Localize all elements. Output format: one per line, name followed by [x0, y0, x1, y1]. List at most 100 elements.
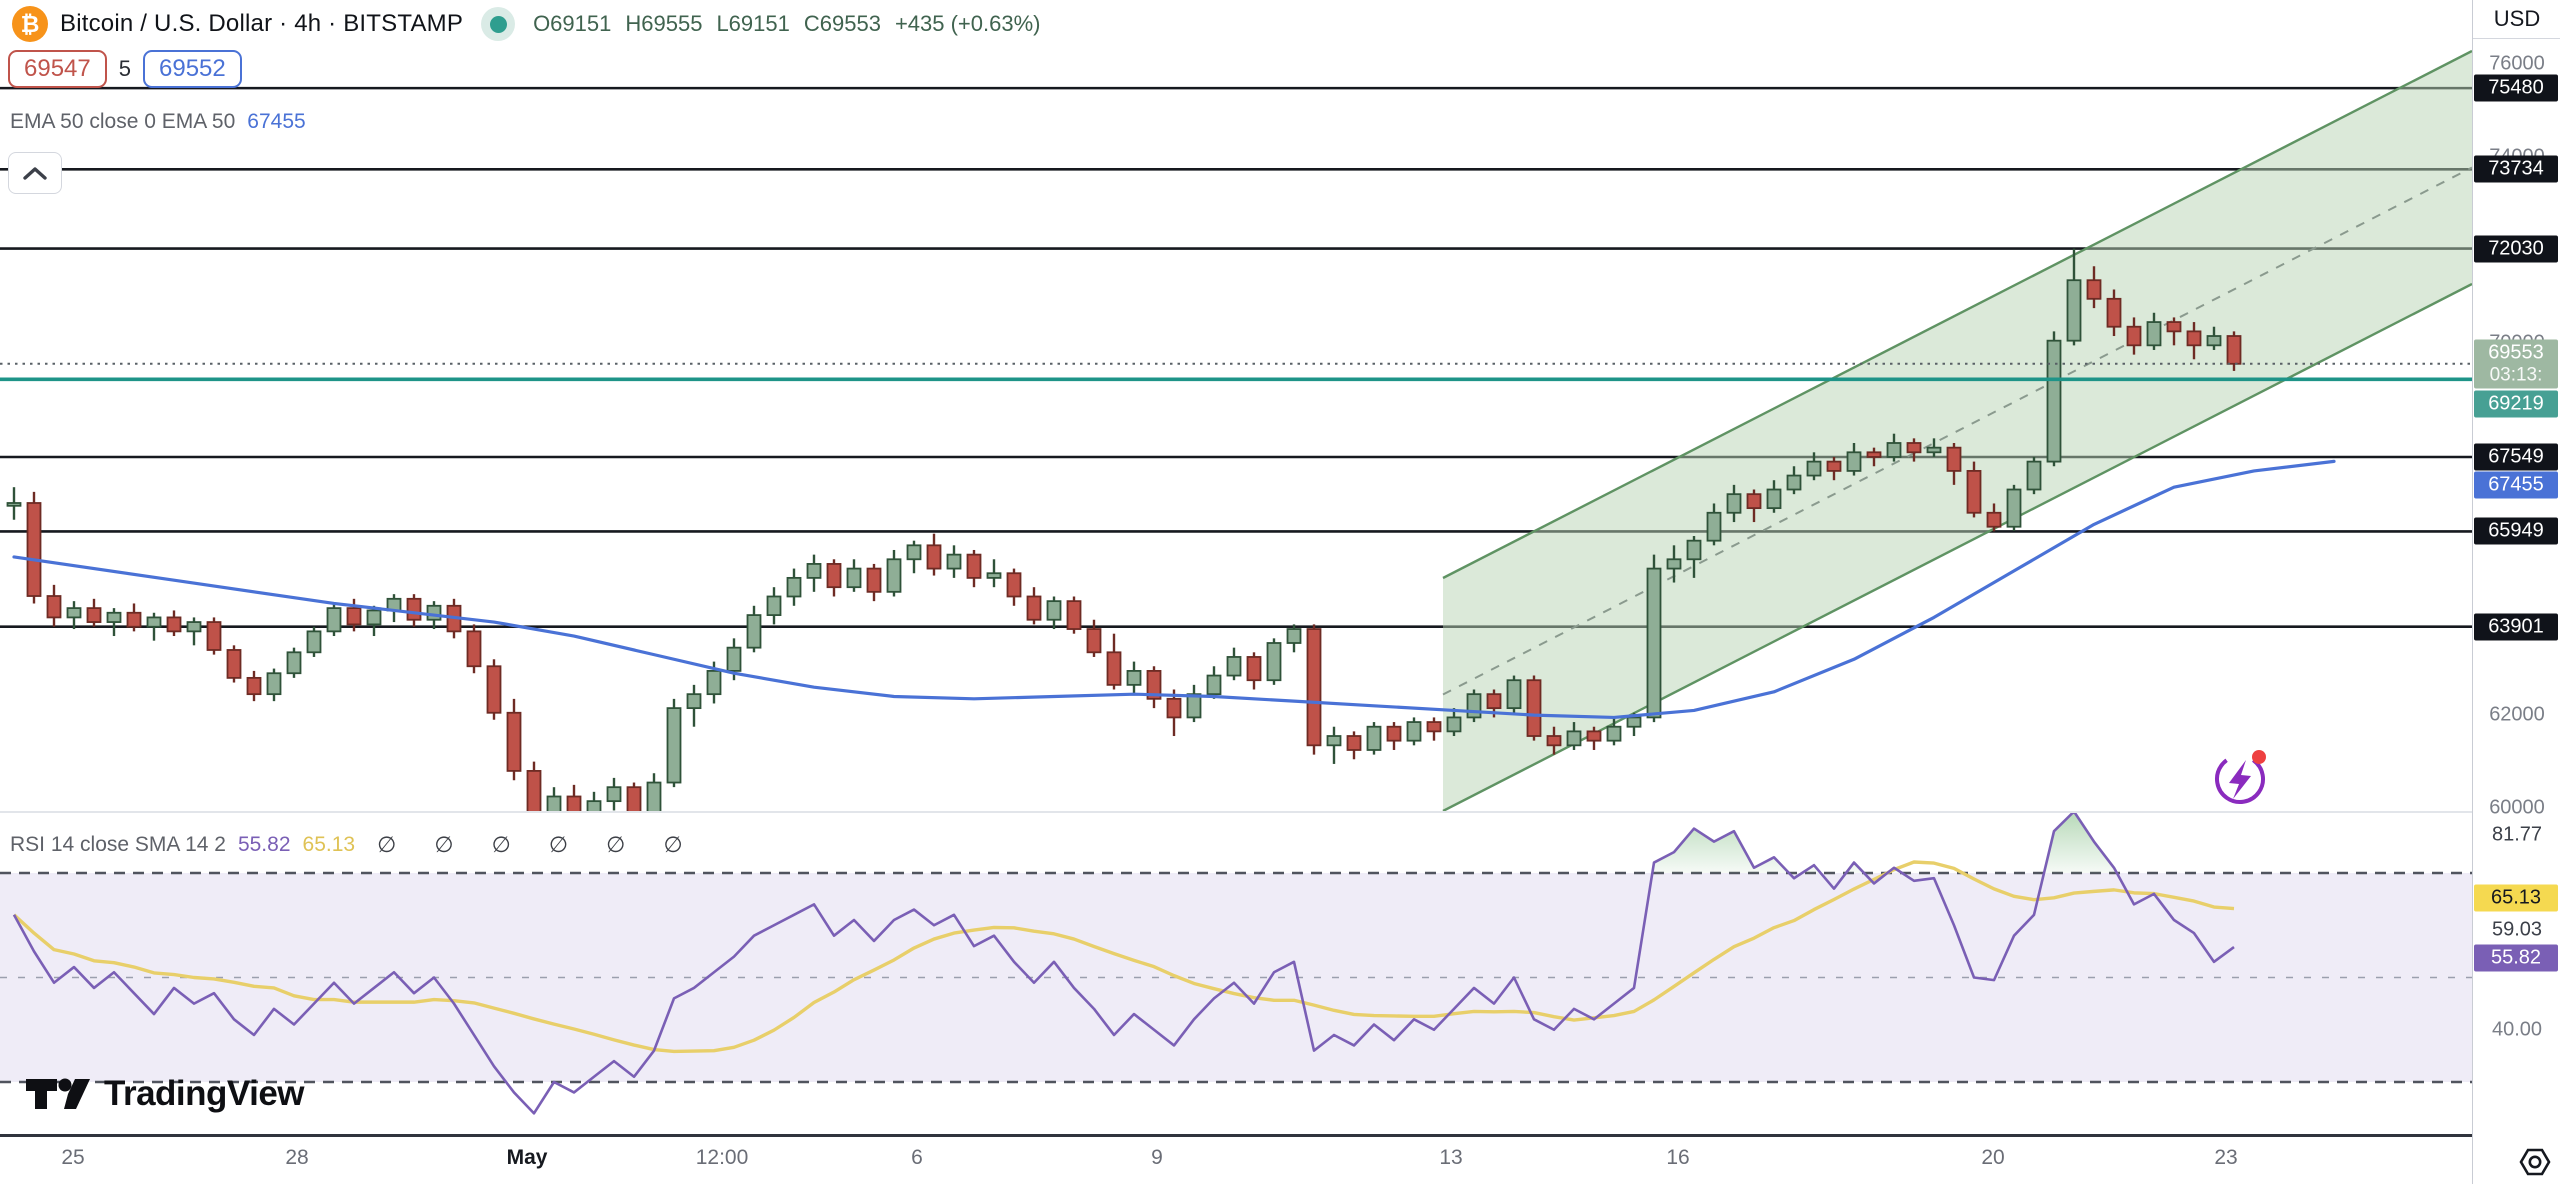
axis-tick-label: 60000 — [2489, 796, 2545, 819]
candle-body — [1686, 539, 1702, 561]
currency-label[interactable]: USD — [2473, 0, 2560, 39]
candle-body — [746, 614, 762, 649]
rsi-band-fill — [0, 873, 2472, 1082]
market-open-dot — [489, 15, 507, 33]
bitcoin-icon: ₿ — [12, 6, 48, 42]
axis-tick-label: 62000 — [2489, 703, 2545, 726]
ohlc-close: C69553 — [803, 11, 881, 36]
rsi-pane — [0, 812, 2472, 1115]
rsi-hidden-values: ∅ ∅ ∅ ∅ ∅ ∅ — [377, 832, 699, 857]
collapse-pane-button[interactable] — [8, 152, 62, 194]
candle-body — [326, 607, 342, 633]
symbol-title[interactable]: Bitcoin / U.S. Dollar · 4h · BITSTAMP — [60, 10, 464, 37]
market-status-icon[interactable] — [481, 7, 516, 41]
chevron-up-icon — [23, 167, 47, 180]
candle-body — [1306, 628, 1322, 747]
candle-body — [586, 800, 602, 812]
quote-row: 69547 5 69552 — [8, 50, 242, 88]
rsi-axis-label: 55.82 — [2474, 944, 2558, 972]
candle-body — [846, 567, 862, 589]
rsi-axis-label: 65.13 — [2474, 884, 2558, 912]
sell-button[interactable]: 69547 — [8, 50, 107, 88]
candle-body — [806, 563, 822, 579]
chart-canvas[interactable] — [0, 0, 2472, 1184]
ohlc-low: L69151 — [716, 11, 790, 36]
candle-body — [1626, 716, 1642, 728]
candle-body — [566, 795, 582, 812]
price-axis-badge: 65949 — [2474, 517, 2558, 545]
candle-body — [666, 707, 682, 784]
candle-body — [1406, 721, 1422, 742]
candle-body — [646, 781, 662, 812]
candle-body — [1366, 725, 1382, 751]
candle-body — [2226, 335, 2242, 365]
candle-body — [346, 607, 362, 626]
candle-body — [66, 607, 82, 619]
candle-body — [1146, 670, 1162, 700]
price-axis[interactable]: USD 760007400070000620006000075480737347… — [2472, 0, 2560, 1184]
candle-body — [1886, 442, 1902, 458]
candle-body — [766, 595, 782, 616]
spread-value: 5 — [118, 56, 131, 81]
rsi-legend-label: RSI 14 close SMA 14 2 — [10, 833, 226, 856]
candle-body — [1266, 642, 1282, 682]
ohlc-readout: O69151 H69555 L69151 C69553 +435 (+0.63%… — [533, 11, 1040, 37]
candle-body — [1326, 735, 1342, 747]
candle-body — [1206, 674, 1222, 696]
candle-body — [86, 607, 102, 623]
time-axis-label: 20 — [1981, 1146, 2005, 1169]
candle-body — [1866, 451, 1882, 458]
candle-body — [2046, 339, 2062, 463]
candle-body — [2206, 335, 2222, 347]
candle-body — [266, 672, 282, 696]
candle-body — [406, 597, 422, 621]
flash-event-icon[interactable] — [2208, 747, 2272, 811]
candle-body — [1426, 721, 1442, 733]
candle-body — [1566, 730, 1582, 747]
candle-body — [1226, 656, 1242, 677]
rsi-axis-label: 59.03 — [2491, 918, 2543, 941]
candle-body — [2166, 321, 2182, 333]
candle-body — [986, 572, 1002, 579]
buy-button[interactable]: 69552 — [143, 50, 242, 88]
candle-body — [1446, 716, 1462, 733]
time-axis-label: 16 — [1666, 1146, 1690, 1169]
candle-body — [906, 544, 922, 561]
candle-body — [1066, 600, 1082, 630]
price-axis-badge: 69553 03:13: — [2474, 339, 2558, 389]
gear-icon — [2519, 1148, 2551, 1176]
candle-body — [626, 786, 642, 812]
candle-body — [1246, 656, 1262, 682]
bar-countdown: 03:13: — [2489, 364, 2543, 386]
tradingview-mark-icon — [26, 1078, 90, 1109]
candle-body — [1166, 697, 1182, 719]
time-axis-label: 28 — [285, 1146, 309, 1169]
tradingview-logo[interactable]: TradingView — [24, 1072, 305, 1116]
candle-body — [1766, 488, 1782, 510]
candle-body — [2066, 279, 2082, 342]
main-pane — [0, 49, 2472, 812]
rsi-sma-value: 65.13 — [302, 833, 356, 856]
candle-body — [1346, 735, 1362, 751]
candle-body — [1126, 670, 1142, 686]
candle-body — [2026, 460, 2042, 491]
pane-divider[interactable] — [0, 811, 2472, 813]
ema-legend-value: 67455 — [247, 110, 306, 133]
time-axis-label: 12:00 — [695, 1146, 749, 1169]
ohlc-change: +435 (+0.63%) — [894, 11, 1041, 36]
time-axis[interactable]: 25 28 May 12:00 6 9 13 16 20 23 — [0, 1138, 2560, 1184]
candle-body — [1086, 628, 1102, 654]
time-axis-border — [0, 1134, 2560, 1137]
rsi-legend[interactable]: RSI 14 close SMA 14 2 55.82 65.13 ∅ ∅ ∅ … — [10, 832, 699, 858]
rsi-sma-line — [12, 860, 2235, 1054]
symbol-header: ₿ Bitcoin / U.S. Dollar · 4h · BITSTAMP … — [12, 6, 1040, 42]
candle-body — [886, 558, 902, 593]
candle-body — [966, 553, 982, 579]
candle-body — [2086, 279, 2102, 300]
axis-settings-button[interactable] — [2518, 1146, 2552, 1178]
candle-body — [186, 621, 202, 633]
candle-body — [426, 604, 442, 621]
ema-legend[interactable]: EMA 50 close 0 EMA 50 67455 — [10, 110, 306, 134]
candle-body — [206, 621, 222, 651]
